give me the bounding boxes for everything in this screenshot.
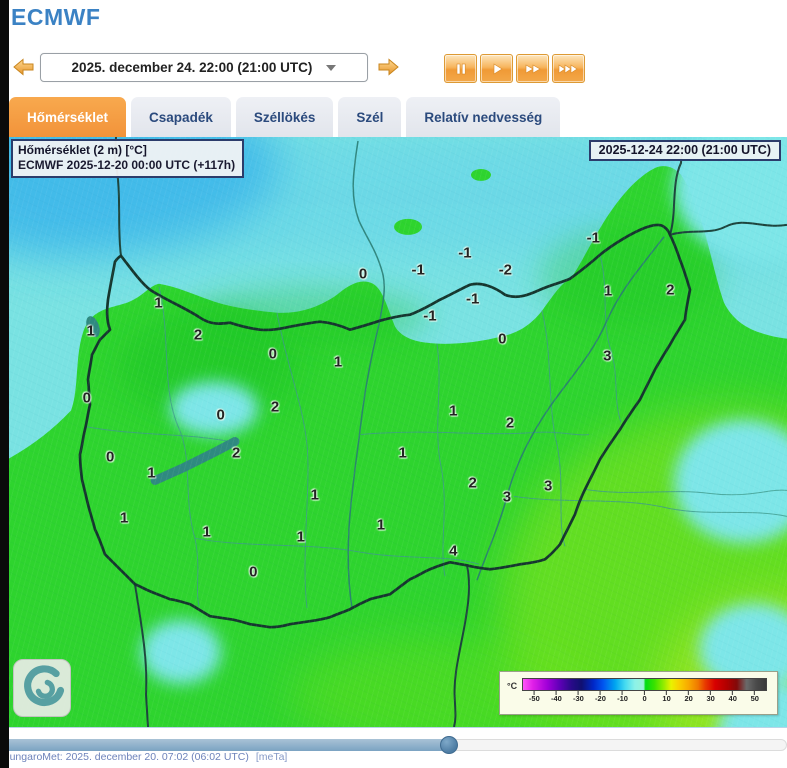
legend-tick: 30 <box>707 691 715 703</box>
page-title: ECMWF <box>11 4 101 30</box>
play-icon <box>489 61 505 77</box>
temperature-value: 1 <box>296 528 305 546</box>
legend-tick: -30 <box>573 691 584 703</box>
temperature-value: 3 <box>502 488 512 506</box>
prev-timestep-button[interactable] <box>12 55 36 79</box>
temperature-value: 2 <box>468 474 477 492</box>
left-black-bar <box>0 0 9 768</box>
hungaromet-logo <box>13 659 71 717</box>
temperature-value: 2 <box>505 414 515 432</box>
temperature-value: -1 <box>586 229 600 247</box>
cyclone-icon <box>19 663 65 714</box>
temperature-value: 1 <box>376 516 386 534</box>
temperature-value: 0 <box>82 389 91 407</box>
temperature-value: 0 <box>268 345 277 363</box>
legend-ticks: -50 -40 -30 -20 -10 0 10 20 30 40 50 <box>522 691 767 707</box>
temperature-value: 1 <box>333 353 343 371</box>
temperature-value: 1 <box>202 523 211 541</box>
map-info-box: Hőmérséklet (2 m) [°C] ECMWF 2025-12-20 … <box>11 139 245 178</box>
temperature-value: 2 <box>232 444 241 462</box>
temperature-value: 1 <box>603 282 613 300</box>
slider-thumb[interactable] <box>439 736 458 754</box>
legend-tick: 40 <box>729 691 737 703</box>
fastest-forward-icon <box>557 61 581 77</box>
temperature-value: 1 <box>449 402 458 420</box>
time-slider[interactable] <box>0 736 787 754</box>
legend-tick: -20 <box>595 691 606 703</box>
temperature-value: 1 <box>119 509 129 527</box>
temperature-value: 2 <box>270 398 280 416</box>
fast-forward-button[interactable] <box>516 54 549 83</box>
temperature-value: 1 <box>154 294 163 312</box>
tab-csapadek[interactable]: Csapadék <box>131 97 231 137</box>
temperature-value: 4 <box>449 542 458 560</box>
pause-icon <box>453 61 469 77</box>
temperature-value: 2 <box>666 281 675 299</box>
temperature-value: 1 <box>398 444 407 462</box>
temperature-value: 2 <box>193 326 203 344</box>
attribution-text: HungaroMet: 2025. december 20. 07:02 (06… <box>2 751 249 763</box>
legend-tick: 10 <box>662 691 671 703</box>
temperature-value: -2 <box>498 261 513 279</box>
temperature-value: 0 <box>105 448 115 466</box>
temperature-map-graphic <box>9 137 787 727</box>
slider-fill <box>0 739 449 751</box>
tab-homerseklet[interactable]: Hőmérséklet <box>9 97 127 137</box>
temperature-value: 0 <box>358 265 368 283</box>
tab-szellokes[interactable]: Széllökés <box>235 97 334 137</box>
map-valid-time: 2025-12-24 22:00 (21:00 UTC) <box>588 140 781 161</box>
meta-link[interactable]: [meTa] <box>255 751 288 763</box>
tab-relativ-nedvesseg[interactable]: Relatív nedvesség <box>406 97 561 137</box>
time-controls: 2025. december 24. 22:00 (21:00 UTC) <box>0 52 787 88</box>
temperature-value: -1 <box>458 244 472 262</box>
legend-tick: -40 <box>551 691 562 703</box>
legend-tick: -10 <box>617 691 628 703</box>
pause-button[interactable] <box>444 54 477 83</box>
temperature-value: -1 <box>411 261 425 279</box>
temperature-legend: °C -50 -40 -30 -20 -10 0 10 20 30 40 50 <box>499 671 778 715</box>
map-parameter-label: Hőmérséklet (2 m) [°C] <box>18 143 147 157</box>
legend-unit-label: °C <box>507 681 518 691</box>
legend-scale: -50 -40 -30 -20 -10 0 10 20 30 40 50 <box>522 678 767 712</box>
fastest-forward-button[interactable] <box>552 54 585 83</box>
temperature-value: 3 <box>543 477 553 495</box>
attribution: HungaroMet: 2025. december 20. 07:02 (06… <box>2 751 287 763</box>
map-run-label: ECMWF 2025-12-20 00:00 UTC (+117h) <box>18 158 236 172</box>
datetime-select[interactable]: 2025. december 24. 22:00 (21:00 UTC) <box>40 53 368 82</box>
temperature-value: 1 <box>147 464 156 482</box>
next-timestep-button[interactable] <box>376 55 400 79</box>
weather-map[interactable]: Hőmérséklet (2 m) [°C] ECMWF 2025-12-20 … <box>9 137 787 728</box>
player-controls <box>444 54 585 83</box>
temperature-value: 0 <box>216 406 225 424</box>
legend-tick: 50 <box>751 691 759 703</box>
fast-forward-icon <box>523 61 543 77</box>
arrow-right-icon <box>376 58 400 82</box>
chevron-down-icon <box>326 64 337 71</box>
tab-szel[interactable]: Szél <box>338 97 402 137</box>
parameter-tabs: Hőmérséklet Csapadék Széllökés Szél Rela… <box>9 97 561 137</box>
temperature-value: 0 <box>498 330 507 348</box>
temperature-value: 1 <box>310 486 319 504</box>
temperature-value: -1 <box>423 307 437 325</box>
temperature-value: -1 <box>466 290 480 308</box>
play-button[interactable] <box>480 54 513 83</box>
temperature-value: 0 <box>249 563 258 581</box>
arrow-left-icon <box>12 58 36 82</box>
legend-tick: -50 <box>529 691 540 703</box>
temperature-value: 1 <box>86 322 95 340</box>
datetime-select-value: 2025. december 24. 22:00 (21:00 UTC) <box>71 60 313 75</box>
legend-tick: 20 <box>684 691 693 703</box>
temperature-value: 3 <box>603 347 612 365</box>
legend-gradient-bar <box>522 678 767 691</box>
legend-tick: 0 <box>642 691 647 703</box>
